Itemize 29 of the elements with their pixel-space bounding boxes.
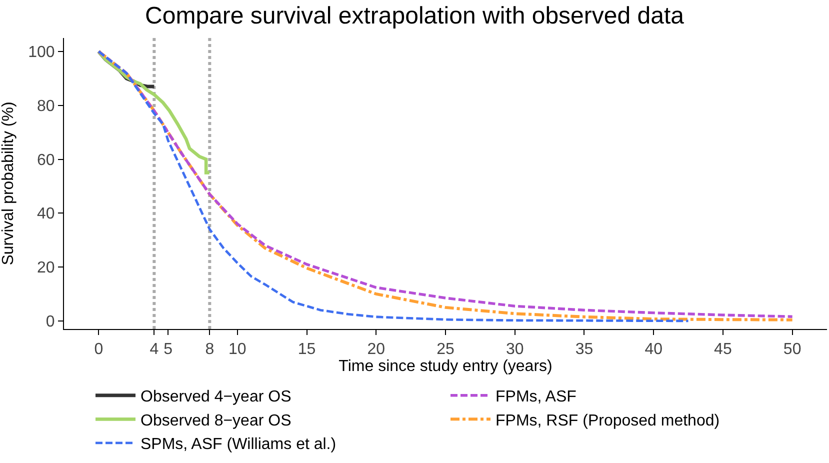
x-tick-label: 45 — [714, 341, 732, 358]
chart-title: Compare survival extrapolation with observed data — [145, 2, 685, 30]
x-tick-label: 8 — [205, 341, 214, 358]
x-tick-label: 50 — [783, 341, 802, 358]
x-tick-label: 40 — [644, 341, 663, 358]
x-tick-label: 35 — [575, 341, 594, 358]
line-series — [97, 50, 690, 322]
legend-label: SPMs, ASF (Williams et al.) — [140, 436, 336, 454]
x-tick-label: 15 — [298, 341, 316, 358]
x-tick-label: 5 — [164, 341, 173, 358]
y-tick-label: 60 — [37, 152, 55, 169]
x-tick-label: 30 — [506, 341, 524, 358]
y-axis-title: Survival probability (%) — [0, 102, 17, 266]
y-tick-label: 80 — [37, 98, 55, 115]
x-tick-label: 10 — [228, 341, 246, 358]
y-tick-label: 100 — [28, 44, 55, 62]
y-tick-label: 20 — [37, 260, 55, 277]
legend-label: Observed 4−year OS — [140, 388, 292, 406]
legend-label: FPMs, RSF (Proposed method) — [496, 412, 720, 430]
y-tick-label: 40 — [37, 206, 55, 223]
x-tick-label: 20 — [367, 341, 386, 358]
legend-label: Observed 8−year OS — [140, 412, 292, 430]
x-tick-label: 25 — [436, 341, 454, 358]
line-series — [97, 50, 212, 174]
legend-label: FPMs, ASF — [496, 388, 577, 406]
x-axis-title: Time since study entry (years) — [338, 358, 552, 376]
x-tick-label: 4 — [150, 341, 159, 358]
y-tick-label: 0 — [46, 314, 55, 331]
x-tick-label: 0 — [94, 341, 104, 358]
